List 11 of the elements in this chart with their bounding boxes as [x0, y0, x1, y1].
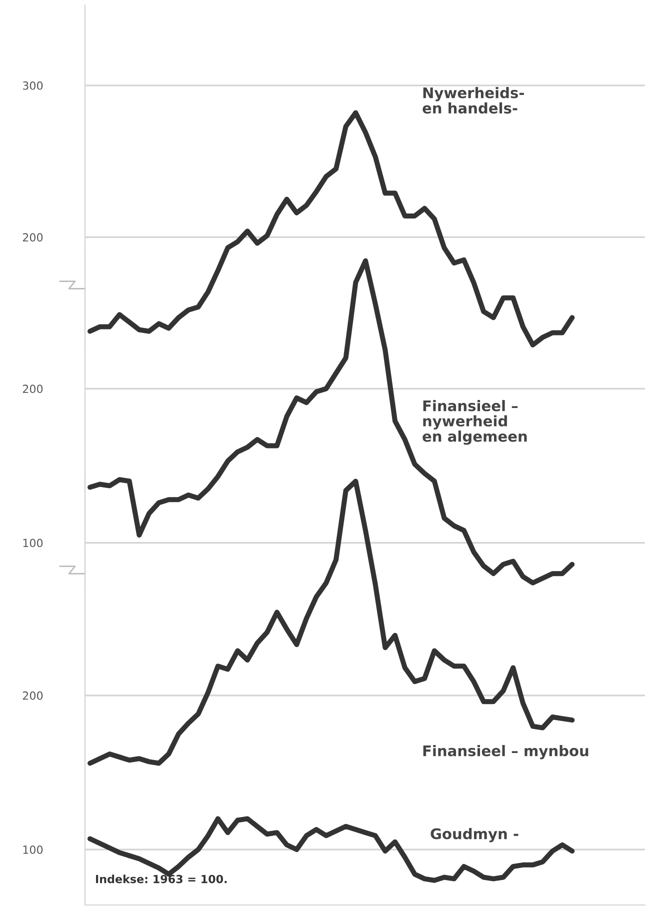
y-tick-label: 200	[22, 233, 43, 242]
annotation: Indekse: 1963 = 100.	[96, 874, 227, 884]
series-label: Goudmyn -	[430, 828, 518, 842]
text: Finansieel – mynbou	[423, 745, 588, 760]
y-tick-label: 200	[22, 691, 43, 700]
series-label: Finansieel – nywerheid en algemeen	[422, 400, 527, 445]
y-tick-label: 100	[23, 538, 43, 548]
y-tick-label: 200	[22, 384, 43, 394]
y-tick-label: 100	[23, 846, 43, 854]
text: Nywerheids- en handels-	[422, 87, 524, 114]
y-tick-label: 300	[22, 81, 43, 90]
